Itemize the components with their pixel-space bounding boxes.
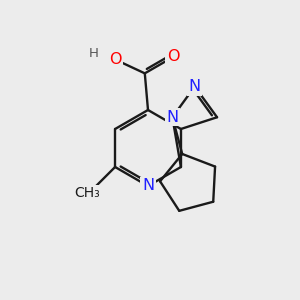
- Text: CH₃: CH₃: [74, 186, 100, 200]
- Text: O: O: [167, 50, 179, 64]
- Text: H: H: [89, 47, 99, 60]
- Text: N: N: [189, 79, 201, 94]
- Text: N: N: [166, 110, 178, 125]
- Text: N: N: [142, 178, 154, 194]
- Text: O: O: [109, 52, 121, 67]
